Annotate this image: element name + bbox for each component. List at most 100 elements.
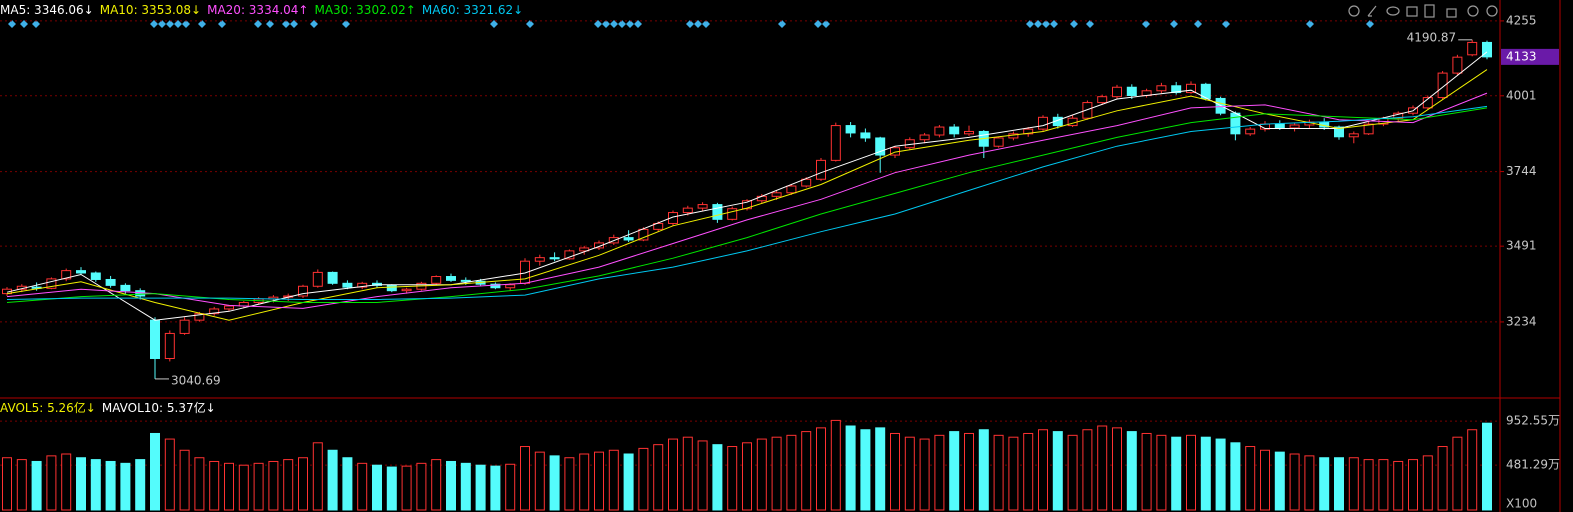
volume-bar [697, 440, 708, 511]
settings-icon[interactable] [1348, 5, 1360, 17]
volume-bar [1200, 436, 1211, 511]
volume-legend-item: AVOL5: 5.26亿↓ [0, 400, 96, 415]
candle-body [105, 278, 116, 286]
candle-body [786, 185, 797, 194]
candle-body [549, 257, 560, 260]
candle-body [1274, 123, 1285, 129]
candle-body [164, 332, 175, 359]
volume-bar [61, 453, 72, 511]
lock-icon[interactable] [1446, 8, 1457, 18]
candle-body [964, 130, 974, 135]
volume-legend: AVOL5: 5.26亿↓ MAVOL10: 5.37亿↓ [0, 400, 216, 415]
volume-bar [298, 457, 308, 511]
candle-body [875, 137, 886, 156]
y-tick-label: 4001 [1506, 88, 1537, 102]
candle-body [209, 308, 220, 315]
volume-bar [949, 431, 960, 511]
volume-bar [1082, 429, 1093, 511]
volume-bar [653, 444, 664, 511]
volume-bar [1215, 438, 1226, 511]
volume-bar [460, 462, 471, 511]
candle-body [993, 137, 1004, 147]
volume-bar [238, 464, 249, 511]
volume-bar [1319, 457, 1330, 511]
ma-legend-item: MA5: 3346.06↓ [0, 3, 94, 17]
candle-body [1171, 85, 1182, 94]
candle-body [1023, 128, 1034, 135]
ma-legend-item: MA60: 3321.62↓ [422, 3, 523, 17]
volume-bar [1156, 434, 1167, 511]
volume-bar [1112, 427, 1122, 511]
candle-body [816, 159, 826, 180]
volume-bar [475, 464, 486, 511]
candle-body [1097, 96, 1108, 104]
zoom-out-icon[interactable] [1486, 5, 1498, 17]
volume-bar [490, 465, 501, 511]
candle-body [90, 272, 101, 280]
candle-body [150, 319, 160, 359]
volume-bar [564, 457, 575, 511]
box-icon[interactable] [1406, 6, 1418, 17]
volume-bar [993, 434, 1004, 511]
candle-body [1452, 56, 1463, 74]
volume-bar [2, 457, 12, 511]
ma-line [6, 92, 1488, 309]
draw-icon[interactable] [1367, 5, 1377, 17]
min-label: 3040.69 [171, 373, 221, 387]
volume-bar [1363, 459, 1374, 511]
candle-body [1112, 86, 1122, 98]
volume-bar [1422, 455, 1433, 511]
volume-bar [372, 464, 382, 511]
volume-bar [1067, 434, 1078, 511]
candle-body [490, 283, 501, 289]
volume-bar [771, 436, 782, 511]
ma-line [6, 51, 1488, 321]
volume-bar [1452, 436, 1463, 511]
volume-bar [964, 432, 974, 511]
volume-bar [801, 431, 812, 511]
volume-bar [845, 425, 856, 511]
candle-body [697, 204, 708, 209]
volume-bar [283, 459, 294, 511]
volume-tick-label: 481.29万 [1506, 458, 1560, 472]
ma-line [6, 105, 1488, 300]
volume-bar [1408, 459, 1418, 511]
volume-bar [135, 459, 146, 511]
volume-bar [1304, 455, 1315, 511]
volume-bar [164, 438, 175, 511]
toolbar[interactable] [1348, 4, 1498, 18]
candle-body [534, 257, 545, 262]
volume-bar [1274, 451, 1285, 511]
candle-body [594, 242, 604, 249]
volume-bar [904, 436, 915, 511]
volume-bar [712, 444, 723, 511]
zoom-in-icon[interactable] [1467, 5, 1479, 17]
candle-body [1334, 126, 1344, 138]
candle-body [742, 200, 752, 210]
candle-body [1363, 123, 1374, 135]
volume-bar [386, 466, 397, 511]
hand-icon[interactable] [1424, 4, 1435, 18]
ma-legend-item: MA30: 3302.02↑ [314, 3, 415, 17]
candle-body [1482, 41, 1492, 58]
ma-legend-item: MA20: 3334.04↑ [207, 3, 308, 17]
candle-body [919, 134, 930, 141]
candle-body [1289, 124, 1300, 129]
volume-bar [1482, 422, 1492, 511]
signal-markers [8, 20, 1374, 28]
volume-bar [830, 419, 841, 511]
candle-body [668, 212, 678, 224]
volume-bar [1437, 446, 1448, 511]
view-icon[interactable] [1386, 6, 1400, 16]
last-price-label: 4133 [1506, 49, 1537, 63]
candle-body [682, 207, 693, 214]
candle-body [386, 284, 397, 292]
candle-body [756, 195, 767, 202]
y-tick-label: 3744 [1506, 164, 1537, 178]
last-price-tag [1501, 48, 1559, 65]
volume-bar [312, 442, 323, 511]
ma-legend-item: MA10: 3353.08↓ [100, 3, 201, 17]
candle-body [1156, 85, 1167, 92]
candle-body [46, 278, 57, 289]
candle-body [431, 276, 442, 284]
